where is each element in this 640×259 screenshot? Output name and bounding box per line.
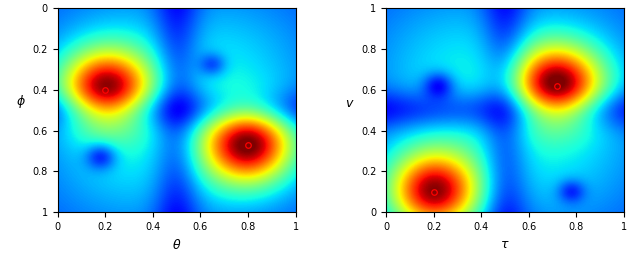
X-axis label: $\tau$: $\tau$ — [500, 238, 510, 251]
Y-axis label: $v$: $v$ — [345, 97, 355, 110]
X-axis label: $\theta$: $\theta$ — [172, 238, 181, 252]
Y-axis label: $\phi$: $\phi$ — [17, 93, 26, 110]
